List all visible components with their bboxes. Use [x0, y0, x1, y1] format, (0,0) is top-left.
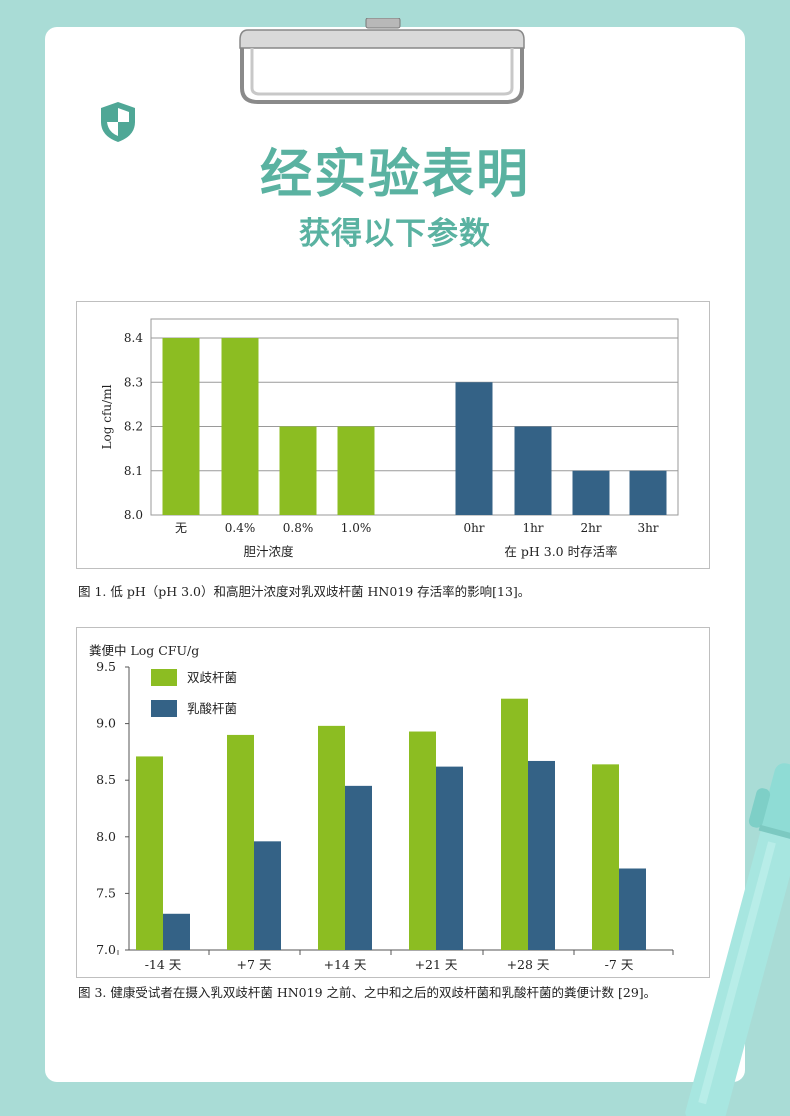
y-tick-label: 9.0 [96, 716, 116, 731]
highlighter-pen-icon [685, 763, 790, 1116]
bar [227, 734, 254, 950]
x-tick-label: -14 天 [145, 957, 182, 972]
bar [514, 426, 552, 515]
y-tick-label: 9.5 [96, 659, 116, 674]
page-subtitle: 获得以下参数 [299, 216, 491, 252]
y-tick-label: 7.5 [96, 885, 116, 900]
bile-ph-survival-chart: 8.0 8.1 8.2 8.3 8.4 Log cfu/ml 无 0.4% 0.8% 1.0% 胆汁… [100, 318, 679, 559]
legend-label: 双歧杆菌 [187, 670, 237, 685]
figure3-frame: 粪便中 Log CFU/g 7.0 7.5 8.0 8.5 9.0 9.5 -14 天 +7 天… [76, 627, 710, 978]
bar [163, 913, 190, 950]
bar [501, 698, 528, 950]
x-tick-label: 1.0% [341, 521, 372, 535]
x-tick-label: 1hr [522, 521, 543, 535]
y-tick-label: 8.5 [96, 772, 116, 787]
x-tick-label: +7 天 [237, 957, 272, 972]
bar [409, 731, 436, 950]
bar [436, 766, 463, 950]
x-tick-label: +14 天 [324, 957, 367, 972]
clipboard-clip-icon [239, 18, 525, 104]
group-label: 胆汁浓度 [243, 544, 294, 559]
x-tick-label: +28 天 [507, 957, 550, 972]
bar [455, 382, 493, 515]
bar [254, 841, 281, 950]
bar [619, 868, 646, 950]
bar [528, 760, 555, 950]
x-tick-label: 3hr [637, 521, 658, 535]
x-tick-label: 2hr [580, 521, 601, 535]
bar [162, 338, 200, 515]
x-tick-label: 0.4% [225, 521, 256, 535]
y-tick-label: 8.0 [124, 508, 143, 522]
bar [318, 725, 345, 950]
bar [592, 764, 619, 950]
bar [345, 785, 372, 950]
y-tick-label: 8.4 [124, 331, 143, 345]
fecal-count-chart: 粪便中 Log CFU/g 7.0 7.5 8.0 8.5 9.0 9.5 -14 天 +7 天… [89, 643, 674, 972]
page-title: 经实验表明 [259, 145, 530, 205]
figure1-caption: 图 1. 低 pH（pH 3.0）和高胆汁浓度对乳双歧杆菌 HN019 存活率的… [78, 584, 531, 599]
bar [337, 426, 375, 515]
y-tick-label: 7.0 [96, 942, 116, 957]
legend-swatch [151, 669, 177, 686]
bar [221, 338, 259, 515]
y-tick-label: 8.1 [124, 464, 143, 478]
legend-label: 乳酸杆菌 [187, 701, 237, 716]
y-axis-label: 粪便中 Log CFU/g [89, 643, 199, 658]
x-tick-label: 0hr [463, 521, 484, 535]
y-tick-label: 8.3 [124, 375, 143, 389]
group-label: 在 pH 3.0 时存活率 [504, 544, 617, 559]
shield-icon [101, 102, 135, 142]
y-tick-label: 8.2 [124, 420, 143, 434]
x-tick-label: +21 天 [415, 957, 458, 972]
bar [279, 426, 317, 515]
bar [572, 470, 610, 515]
bar [136, 756, 163, 950]
figure3-caption: 图 3. 健康受试者在摄入乳双歧杆菌 HN019 之前、之中和之后的双歧杆菌和乳… [78, 985, 657, 1000]
x-tick-label: -7 天 [605, 957, 634, 972]
y-tick-label: 8.0 [96, 829, 116, 844]
figure1-frame: 8.0 8.1 8.2 8.3 8.4 Log cfu/ml 无 0.4% 0.8% 1.0% 胆汁… [76, 301, 710, 569]
bar [629, 470, 667, 515]
x-tick-label: 无 [175, 521, 187, 535]
x-tick-label: 0.8% [283, 521, 314, 535]
y-axis-label: Log cfu/ml [100, 384, 114, 449]
legend-swatch [151, 700, 177, 717]
